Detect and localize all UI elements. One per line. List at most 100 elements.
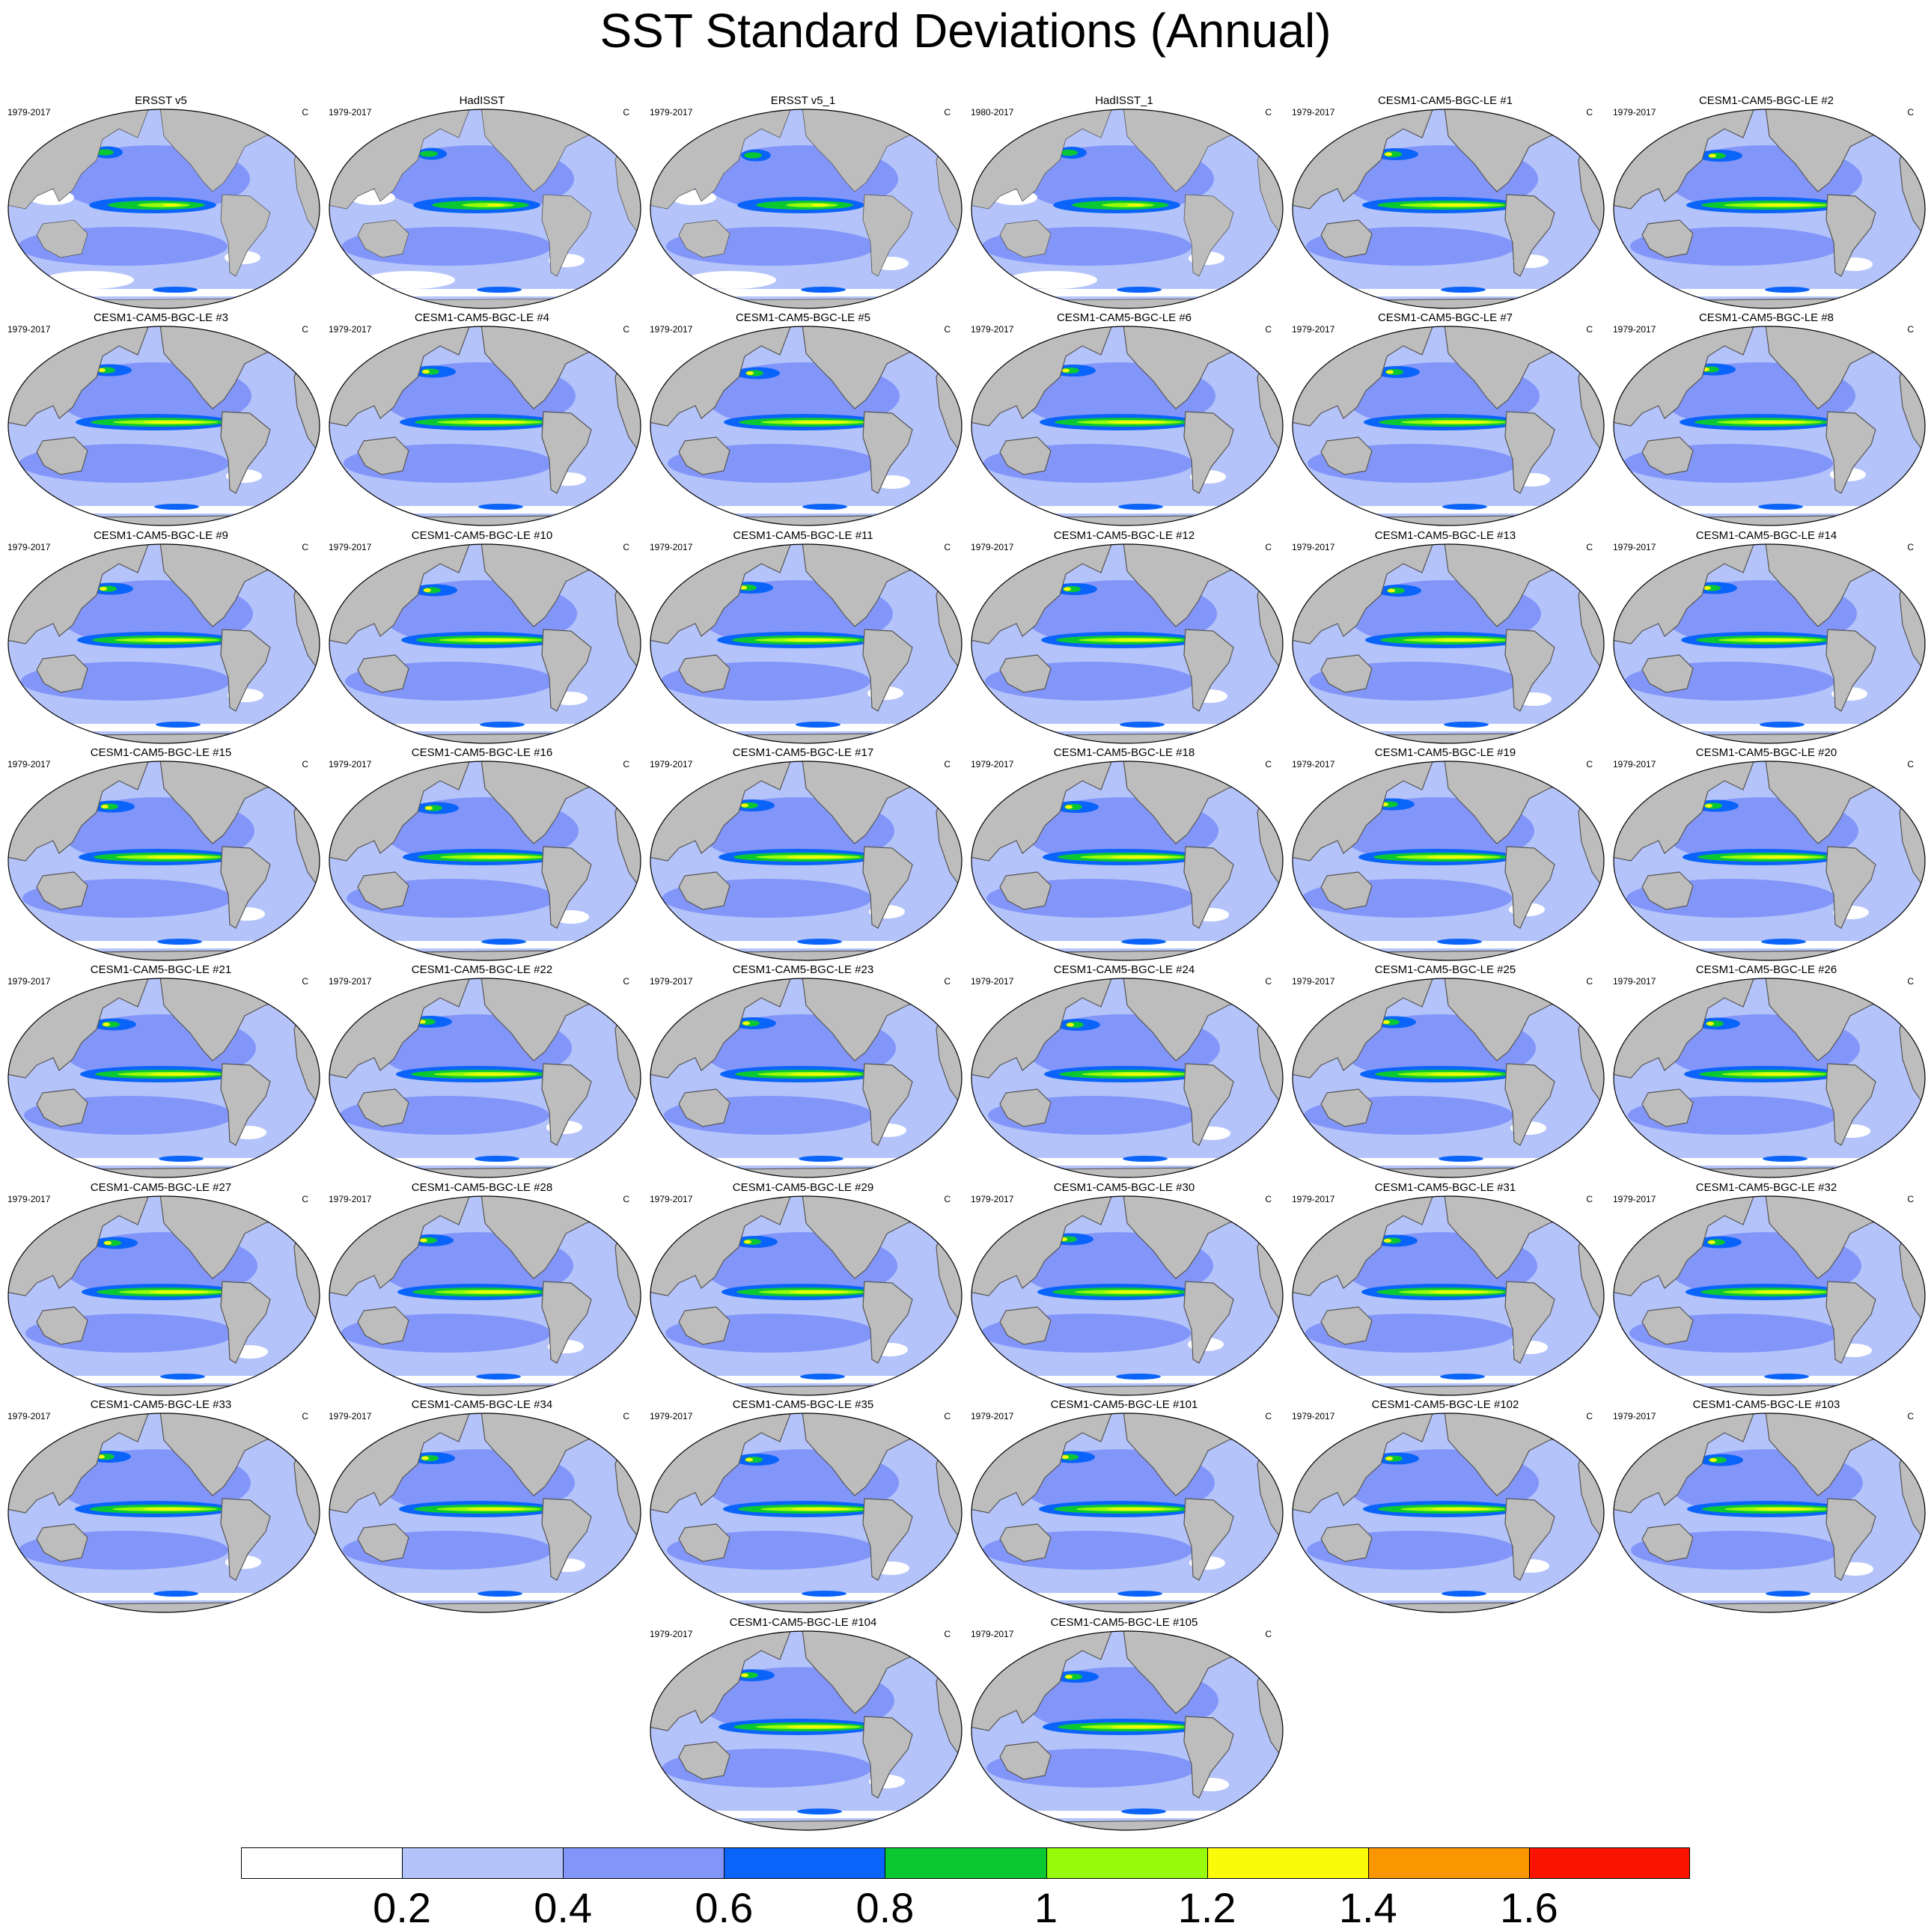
panel-units: C bbox=[1907, 107, 1914, 118]
panel-years: 1979-2017 bbox=[1292, 542, 1335, 552]
panel-title: HadISST_1 bbox=[1095, 94, 1153, 107]
sst-map bbox=[1292, 109, 1605, 309]
sst-map bbox=[1613, 326, 1926, 526]
panel-title: CESM1-CAM5-BGC-LE #15 bbox=[90, 746, 232, 759]
panel-years: 1979-2017 bbox=[1613, 542, 1656, 552]
sst-map bbox=[650, 109, 963, 309]
sst-map bbox=[329, 109, 641, 309]
colorbar-segment bbox=[563, 1847, 724, 1879]
sst-map bbox=[1613, 1413, 1926, 1613]
panel-units: C bbox=[1586, 324, 1593, 335]
panel-units: C bbox=[1586, 976, 1593, 987]
colorbar-segment bbox=[1367, 1847, 1529, 1879]
colorbar-tick-label: 0.4 bbox=[534, 1884, 593, 1931]
map-panel: CESM1-CAM5-BGC-LE #26 1979-2017 C bbox=[1605, 963, 1927, 1180]
map-panel: CESM1-CAM5-BGC-LE #21 1979-2017 C bbox=[0, 963, 322, 1180]
panel-title: CESM1-CAM5-BGC-LE #103 bbox=[1692, 1398, 1840, 1411]
colorbar-segment bbox=[1528, 1847, 1690, 1879]
sst-map bbox=[650, 1413, 963, 1613]
panel-title: CESM1-CAM5-BGC-LE #32 bbox=[1695, 1181, 1837, 1194]
sst-map bbox=[1613, 1195, 1926, 1396]
panel-years: 1979-2017 bbox=[1613, 759, 1656, 770]
panel-title: ERSST v5_1 bbox=[770, 94, 836, 107]
panel-title: CESM1-CAM5-BGC-LE #23 bbox=[732, 963, 874, 976]
panel-units: C bbox=[302, 759, 308, 770]
sst-map bbox=[7, 109, 320, 309]
colorbar-tick-label: 1.6 bbox=[1499, 1884, 1558, 1931]
sst-map bbox=[1292, 978, 1605, 1178]
panel-title: CESM1-CAM5-BGC-LE #6 bbox=[1056, 311, 1192, 324]
panel-units: C bbox=[944, 976, 951, 987]
map-panel: CESM1-CAM5-BGC-LE #34 1979-2017 C bbox=[321, 1398, 643, 1615]
sst-map bbox=[1292, 1195, 1605, 1396]
panel-units: C bbox=[944, 759, 951, 770]
panel-title: CESM1-CAM5-BGC-LE #28 bbox=[411, 1181, 553, 1194]
sst-map bbox=[7, 761, 320, 961]
map-panel: CESM1-CAM5-BGC-LE #5 1979-2017 C bbox=[642, 311, 964, 528]
map-panel: CESM1-CAM5-BGC-LE #31 1979-2017 C bbox=[1284, 1181, 1606, 1398]
panel-title: CESM1-CAM5-BGC-LE #3 bbox=[93, 311, 229, 324]
panel-units: C bbox=[944, 1629, 951, 1639]
map-panel: CESM1-CAM5-BGC-LE #13 1979-2017 C bbox=[1284, 529, 1606, 746]
panel-years: 1979-2017 bbox=[650, 107, 693, 118]
panel-units: C bbox=[302, 1411, 308, 1421]
map-panel: CESM1-CAM5-BGC-LE #20 1979-2017 C bbox=[1605, 746, 1927, 963]
panel-title: CESM1-CAM5-BGC-LE #20 bbox=[1695, 746, 1837, 759]
panel-units: C bbox=[1265, 107, 1272, 118]
panel-title: CESM1-CAM5-BGC-LE #4 bbox=[414, 311, 550, 324]
sst-map bbox=[971, 326, 1284, 526]
panel-years: 1979-2017 bbox=[1613, 107, 1656, 118]
map-panel: CESM1-CAM5-BGC-LE #35 1979-2017 C bbox=[642, 1398, 964, 1615]
map-panel: CESM1-CAM5-BGC-LE #2 1979-2017 C bbox=[1605, 94, 1927, 311]
map-panel: CESM1-CAM5-BGC-LE #8 1979-2017 C bbox=[1605, 311, 1927, 528]
panel-years: 1979-2017 bbox=[1292, 1411, 1335, 1421]
panel-title: CESM1-CAM5-BGC-LE #9 bbox=[93, 529, 229, 542]
panel-years: 1979-2017 bbox=[7, 976, 51, 987]
panel-years: 1979-2017 bbox=[650, 1194, 693, 1204]
panel-title: CESM1-CAM5-BGC-LE #33 bbox=[90, 1398, 232, 1411]
panel-years: 1979-2017 bbox=[329, 107, 372, 118]
panel-units: C bbox=[1586, 759, 1593, 770]
panel-units: C bbox=[302, 976, 308, 987]
panel-units: C bbox=[1265, 542, 1272, 552]
sst-map bbox=[971, 761, 1284, 961]
sst-map bbox=[1613, 978, 1926, 1178]
panel-years: 1979-2017 bbox=[1613, 1411, 1656, 1421]
map-panel: CESM1-CAM5-BGC-LE #29 1979-2017 C bbox=[642, 1181, 964, 1398]
map-panel: CESM1-CAM5-BGC-LE #28 1979-2017 C bbox=[321, 1181, 643, 1398]
colorbar-segment bbox=[885, 1847, 1046, 1879]
panel-title: CESM1-CAM5-BGC-LE #1 bbox=[1377, 94, 1513, 107]
panel-years: 1979-2017 bbox=[650, 542, 693, 552]
sst-map bbox=[1292, 326, 1605, 526]
panel-years: 1979-2017 bbox=[1613, 976, 1656, 987]
figure-title: SST Standard Deviations (Annual) bbox=[600, 4, 1331, 58]
sst-map bbox=[971, 543, 1284, 744]
panel-years: 1979-2017 bbox=[7, 759, 51, 770]
panel-years: 1979-2017 bbox=[329, 1411, 372, 1421]
sst-map bbox=[1613, 543, 1926, 744]
sst-map bbox=[971, 1630, 1284, 1831]
panel-units: C bbox=[1907, 1411, 1914, 1421]
sst-map bbox=[650, 543, 963, 744]
map-panel: HadISST_1 1980-2017 C bbox=[963, 94, 1285, 311]
sst-map bbox=[329, 326, 641, 526]
map-panel: CESM1-CAM5-BGC-LE #10 1979-2017 C bbox=[321, 529, 643, 746]
panel-title: CESM1-CAM5-BGC-LE #22 bbox=[411, 963, 553, 976]
sst-map bbox=[650, 978, 963, 1178]
panel-title: CESM1-CAM5-BGC-LE #17 bbox=[732, 746, 874, 759]
panel-years: 1979-2017 bbox=[1292, 1194, 1335, 1204]
sst-map bbox=[7, 326, 320, 526]
colorbar-tick-label: 1.2 bbox=[1177, 1884, 1236, 1931]
map-panel: CESM1-CAM5-BGC-LE #6 1979-2017 C bbox=[963, 311, 1285, 528]
panel-title: CESM1-CAM5-BGC-LE #26 bbox=[1695, 963, 1837, 976]
map-panel: ERSST v5_1 1979-2017 C bbox=[642, 94, 964, 311]
map-panel: CESM1-CAM5-BGC-LE #101 1979-2017 C bbox=[963, 1398, 1285, 1615]
panel-years: 1979-2017 bbox=[7, 324, 51, 335]
map-panel: CESM1-CAM5-BGC-LE #1 1979-2017 C bbox=[1284, 94, 1606, 311]
panel-years: 1979-2017 bbox=[971, 759, 1014, 770]
colorbar-tick-label: 0.8 bbox=[855, 1884, 915, 1931]
panel-title: CESM1-CAM5-BGC-LE #30 bbox=[1053, 1181, 1195, 1194]
panel-units: C bbox=[1265, 1629, 1272, 1639]
colorbar-segment bbox=[1207, 1847, 1368, 1879]
panel-units: C bbox=[1907, 542, 1914, 552]
